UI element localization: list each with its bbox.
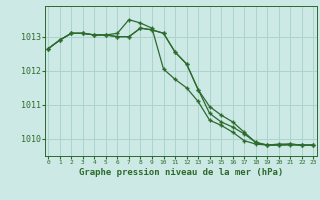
X-axis label: Graphe pression niveau de la mer (hPa): Graphe pression niveau de la mer (hPa): [79, 168, 283, 177]
